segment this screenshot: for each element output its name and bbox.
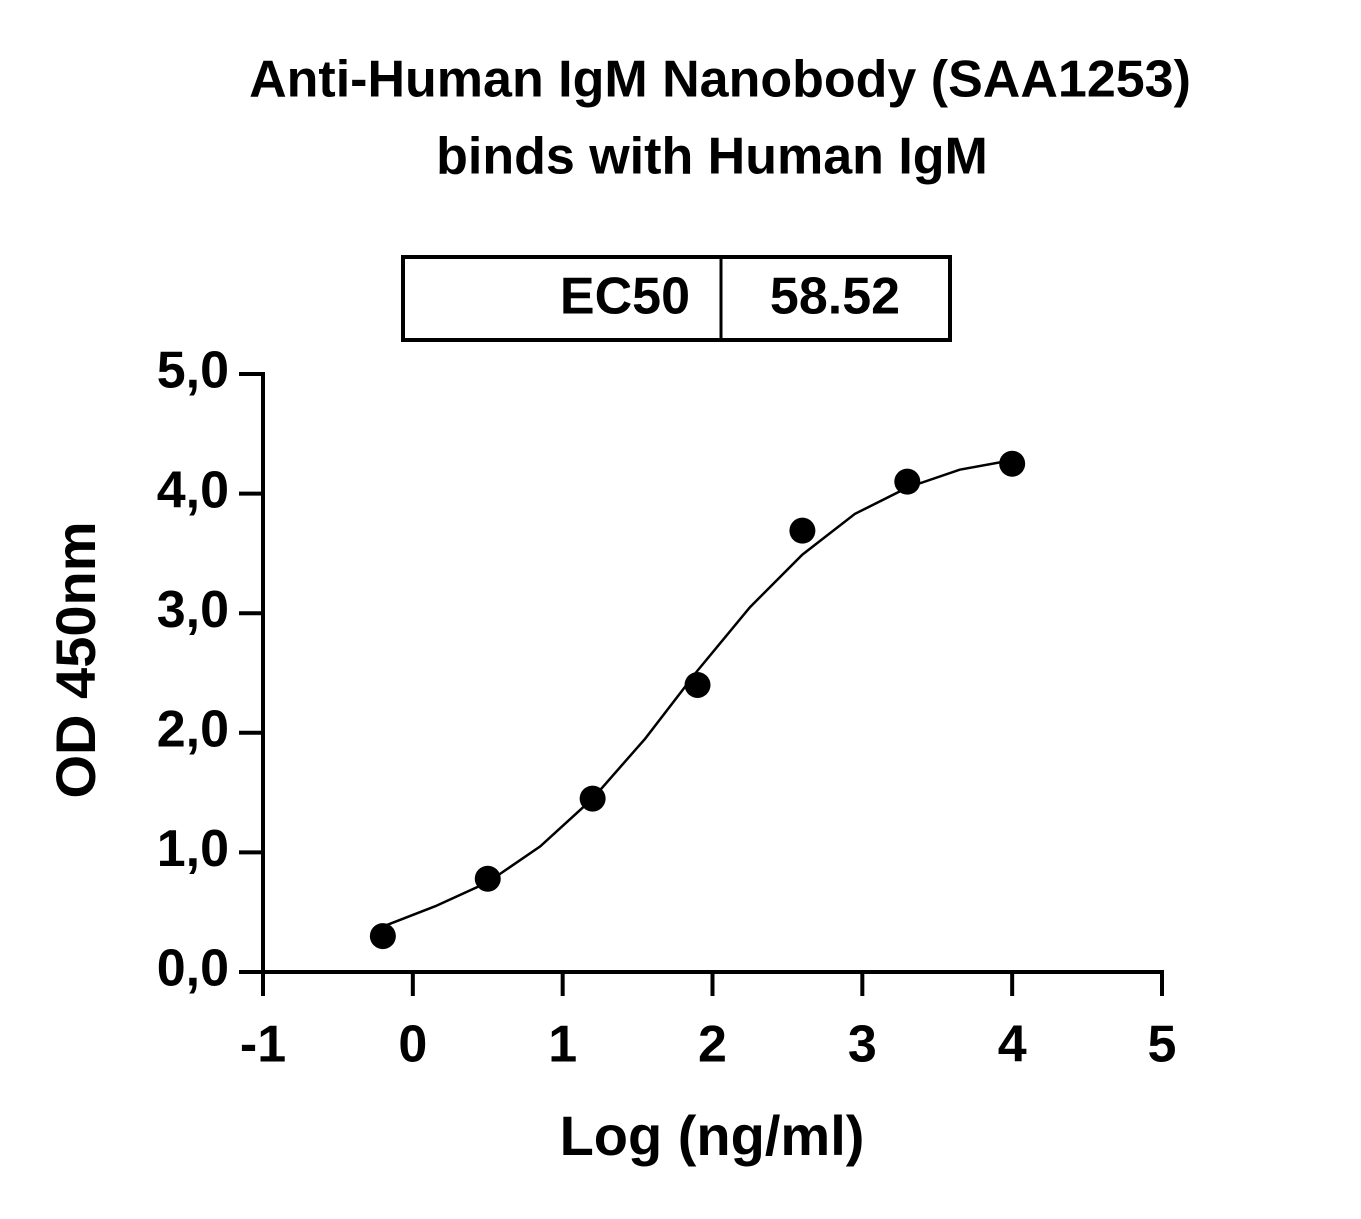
x-tick-label: 4 (998, 1016, 1027, 1074)
x-tick-label: 3 (848, 1016, 877, 1074)
chart-title: binds with Human IgM (436, 128, 988, 186)
ec50-value: 58.52 (770, 268, 900, 326)
ec50-box (401, 255, 952, 342)
y-tick-label: 3,0 (157, 581, 229, 639)
data-point (894, 468, 921, 495)
y-tick-label: 1,0 (157, 820, 229, 878)
data-point (684, 671, 711, 698)
data-point (579, 785, 606, 812)
x-tick-label: 5 (1148, 1016, 1177, 1074)
data-point (789, 517, 816, 544)
x-tick-label: 2 (698, 1016, 727, 1074)
data-point (999, 450, 1026, 477)
x-tick-label: -1 (240, 1016, 286, 1074)
y-tick-label: 5,0 (157, 342, 229, 400)
x-tick-label: 0 (398, 1016, 427, 1074)
y-tick-label: 0,0 (157, 940, 229, 998)
y-axis-label: OD 450nm (44, 522, 107, 799)
y-tick-label: 2,0 (157, 701, 229, 759)
chart-title: Anti-Human IgM Nanobody (SAA1253) (249, 51, 1191, 109)
data-point (369, 923, 396, 950)
data-point (474, 865, 501, 892)
ec50-label: EC50 (560, 268, 690, 326)
y-tick-label: 4,0 (157, 461, 229, 519)
x-tick-label: 1 (548, 1016, 577, 1074)
x-axis-label: Log (ng/ml) (560, 1104, 865, 1167)
